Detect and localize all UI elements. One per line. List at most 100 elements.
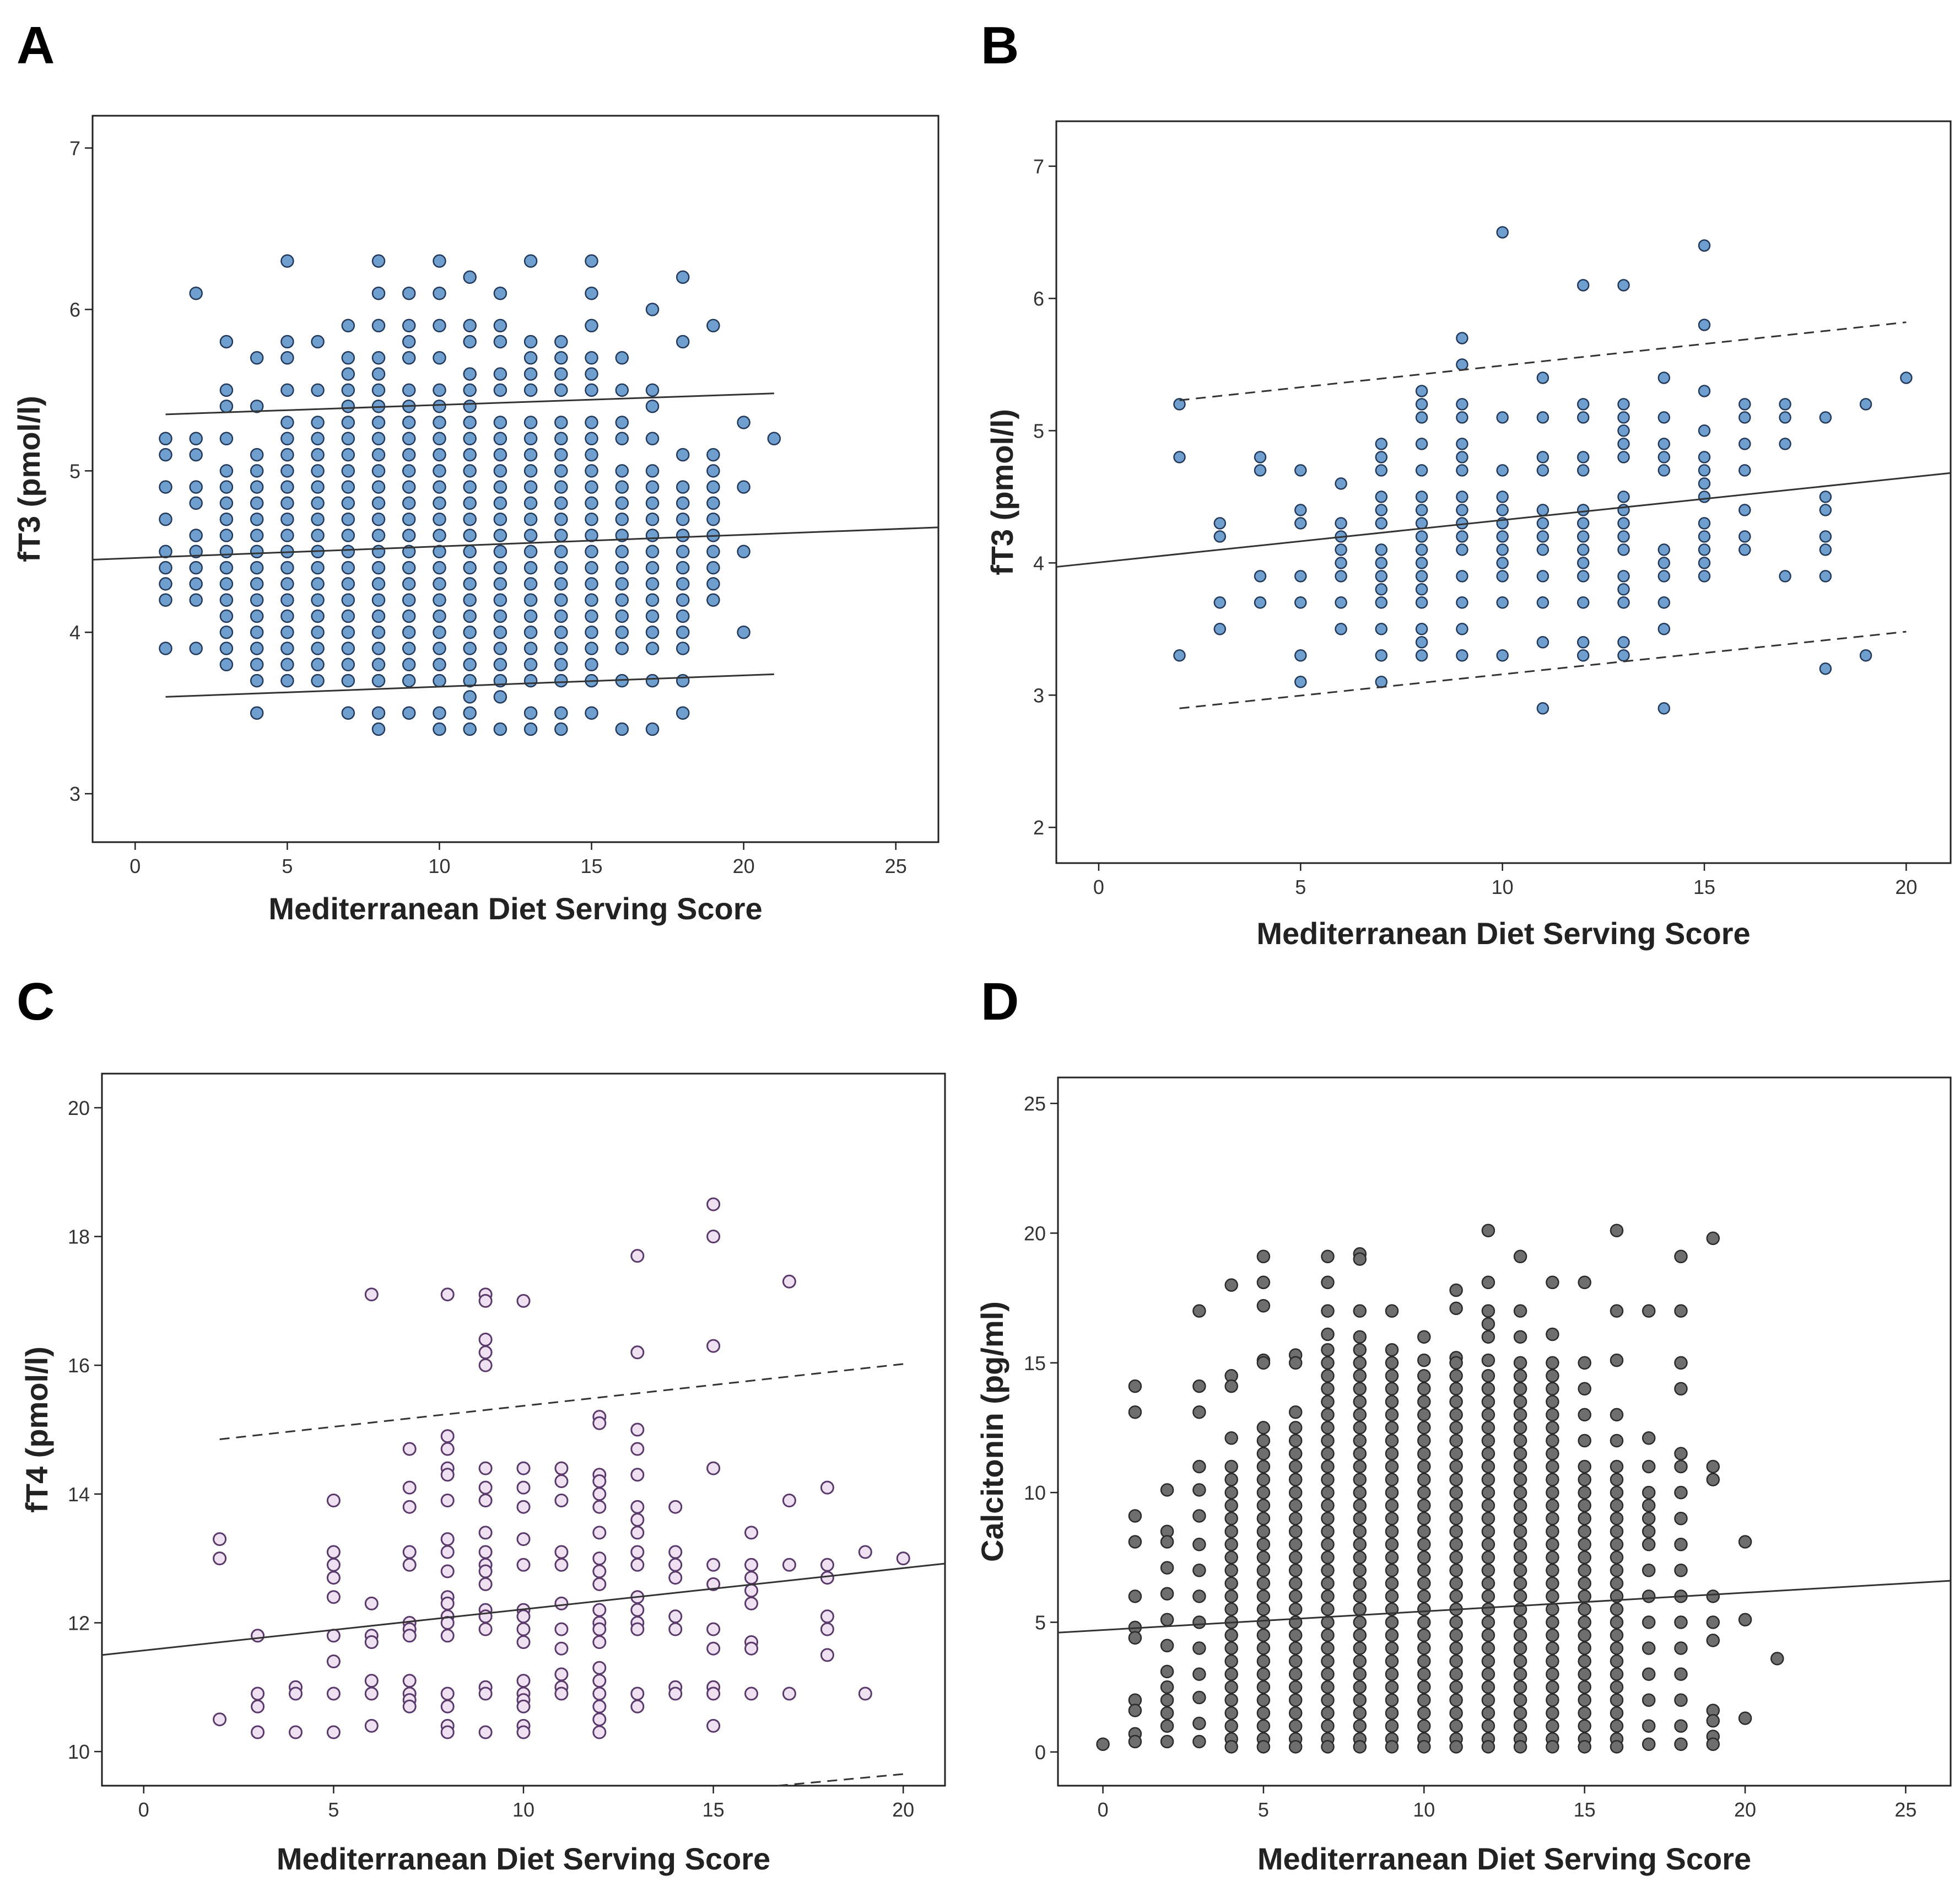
data-point-b-10-9: [1496, 570, 1509, 583]
data-point-a-12-5: [493, 416, 507, 429]
data-point-d-5-1: [1256, 1275, 1271, 1290]
x-tick-label-b-15: 15: [1693, 876, 1715, 898]
data-point-d-6-5: [1288, 1447, 1303, 1461]
data-point-d-18-4: [1674, 1447, 1688, 1461]
data-point-a-14-13: [554, 561, 568, 575]
data-point-c-15-5: [706, 1577, 721, 1591]
data-point-a-16-5: [615, 480, 629, 494]
data-point-d-8-9: [1353, 1408, 1367, 1422]
data-point-a-1-2: [159, 480, 172, 494]
data-point-d-15-12: [1578, 1550, 1591, 1565]
data-point-d-11-24: [1449, 1628, 1463, 1642]
data-point-a-6-16: [311, 642, 325, 655]
data-point-c-12-19: [592, 1725, 607, 1739]
data-point-a-13-0: [523, 254, 538, 268]
data-point-a-3-2: [219, 399, 234, 413]
data-point-d-4-19: [1224, 1654, 1238, 1668]
data-point-d-13-7: [1513, 1408, 1527, 1422]
data-point-b-7-3: [1375, 491, 1388, 503]
data-point-a-4-5: [250, 496, 264, 510]
data-point-b-13-12: [1617, 583, 1630, 596]
data-point-a-1-3: [159, 512, 172, 526]
data-point-a-16-2: [615, 416, 629, 429]
data-point-d-2-2: [1160, 1535, 1174, 1549]
data-point-d-4-4: [1224, 1459, 1238, 1474]
data-point-d-0-0: [1096, 1737, 1110, 1751]
data-point-a-15-1: [585, 286, 598, 300]
data-point-a-10-1: [433, 286, 446, 300]
y-tick-label-c-12: 12: [68, 1612, 90, 1634]
data-point-d-12-5: [1481, 1353, 1495, 1367]
data-point-c-9-11: [478, 1564, 493, 1578]
y-tick-label-d-10: 10: [1024, 1481, 1046, 1504]
data-point-b-13-3: [1617, 424, 1630, 437]
data-point-d-13-11: [1513, 1459, 1527, 1474]
data-point-d-14-12: [1546, 1485, 1559, 1500]
data-point-d-10-17: [1417, 1564, 1431, 1577]
data-point-d-13-17: [1513, 1538, 1527, 1551]
data-point-d-11-29: [1449, 1693, 1463, 1707]
data-point-a-13-16: [523, 593, 538, 607]
data-point-d-13-19: [1513, 1564, 1527, 1577]
data-point-a-8-25: [371, 722, 386, 736]
data-point-d-5-7: [1256, 1447, 1271, 1461]
data-point-d-2-4: [1160, 1587, 1174, 1601]
data-point-b-9-7: [1456, 491, 1468, 503]
data-point-d-12-32: [1481, 1706, 1495, 1720]
plot-frame-a: [91, 115, 939, 843]
data-point-b-5-3: [1294, 570, 1307, 583]
data-point-a-3-6: [219, 496, 234, 510]
lower-bound-line-c: [777, 1773, 904, 1787]
data-point-d-10-25: [1417, 1667, 1431, 1681]
data-point-d-9-25: [1385, 1654, 1399, 1668]
data-point-d-12-28: [1481, 1654, 1495, 1668]
data-point-c-8-13: [440, 1629, 455, 1643]
lower-bound-line-b: [1179, 631, 1907, 709]
x-tick-label-b-5: 5: [1295, 876, 1306, 898]
points-d: [1096, 1224, 1784, 1754]
data-point-b-9-3: [1456, 411, 1468, 424]
data-point-a-8-12: [371, 496, 386, 510]
data-point-d-4-6: [1224, 1485, 1238, 1500]
data-point-d-15-15: [1578, 1589, 1591, 1603]
data-point-a-16-1: [615, 383, 629, 397]
x-tick-label-d-10: 10: [1413, 1798, 1435, 1821]
data-point-b-16-6: [1738, 543, 1751, 556]
data-point-d-14-9: [1546, 1447, 1559, 1461]
x-tick-label-a-5: 5: [282, 855, 293, 877]
data-point-c-14-4: [668, 1609, 683, 1624]
data-point-a-18-13: [676, 642, 690, 655]
data-point-d-18-14: [1674, 1693, 1688, 1707]
data-point-a-10-18: [433, 609, 446, 623]
data-point-d-8-13: [1353, 1459, 1367, 1474]
data-point-c-9-1: [478, 1294, 493, 1308]
data-point-a-11-24: [463, 706, 477, 720]
data-point-d-6-21: [1288, 1654, 1303, 1668]
data-point-b-5-2: [1294, 517, 1307, 530]
data-point-d-7-0: [1321, 1249, 1335, 1264]
data-point-b-14-3: [1657, 451, 1671, 464]
data-point-b-13-9: [1617, 530, 1630, 543]
data-point-a-7-4: [341, 399, 355, 413]
data-point-a-18-2: [676, 448, 690, 462]
data-point-b-7-1: [1375, 451, 1388, 464]
data-point-a-17-15: [645, 642, 660, 655]
data-point-b-13-0: [1617, 279, 1630, 292]
data-point-c-13-14: [630, 1686, 645, 1701]
data-point-a-9-15: [402, 561, 416, 575]
data-point-a-9-10: [402, 480, 416, 494]
data-point-d-16-5: [1610, 1459, 1624, 1474]
data-point-d-6-1: [1288, 1356, 1303, 1370]
data-point-a-4-8: [250, 545, 264, 559]
data-point-a-3-3: [219, 432, 234, 446]
data-point-d-3-8: [1192, 1589, 1206, 1603]
data-point-a-10-6: [433, 416, 446, 429]
x-tick-label-c-5: 5: [328, 1798, 339, 1821]
data-point-a-19-0: [706, 319, 720, 333]
data-point-a-11-10: [463, 480, 477, 494]
data-point-d-16-17: [1610, 1615, 1624, 1629]
data-point-d-7-25: [1321, 1615, 1335, 1629]
y-tick-label-b-5: 5: [1033, 419, 1044, 442]
data-point-d-8-1: [1353, 1252, 1367, 1266]
x-axis-title-a: Mediterranean Diet Serving Score: [268, 891, 762, 926]
